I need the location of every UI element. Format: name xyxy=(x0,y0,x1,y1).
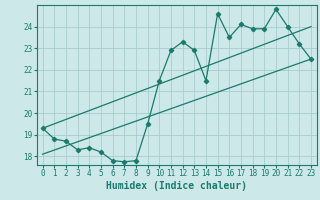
X-axis label: Humidex (Indice chaleur): Humidex (Indice chaleur) xyxy=(106,181,247,191)
